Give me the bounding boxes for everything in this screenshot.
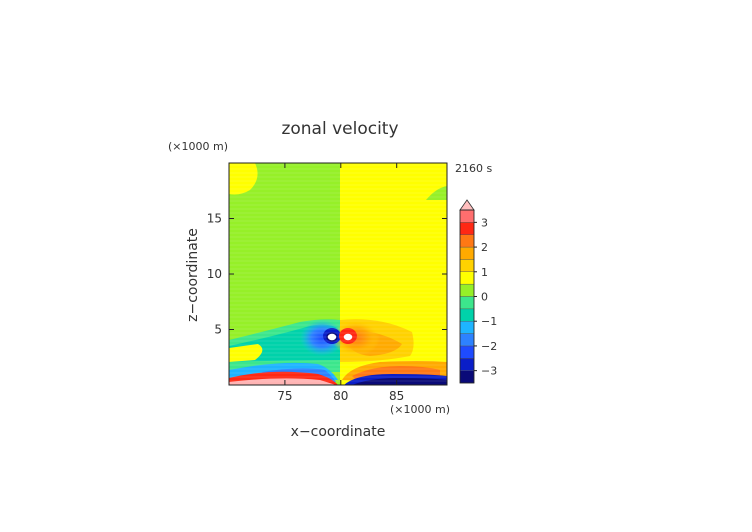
y-axis-label: z−coordinate [185, 228, 201, 322]
chart-title: zonal velocity [281, 119, 398, 139]
colorbar-swatch [459, 321, 475, 334]
y-axis: 5 10 15 [207, 212, 447, 337]
colorbar-swatch [459, 296, 475, 310]
colorbar-swatch [459, 283, 475, 297]
colorbar-swatch [459, 246, 475, 260]
colorbar-tick-label: −3 [481, 365, 497, 378]
colorbar-tick-label: −2 [481, 340, 497, 353]
x-tick-label: 75 [277, 389, 292, 403]
field-left-lowlevel-yellow [229, 344, 263, 362]
colorbar-swatch [459, 358, 475, 371]
y-unit-label: (×1000 m) [168, 140, 228, 153]
field-surface-left-pink [229, 378, 336, 385]
colorbar-tick-label: 3 [481, 216, 488, 229]
colorbar-swatch [459, 271, 475, 285]
colorbar-swatch [459, 333, 475, 347]
time-label: 2160 s [455, 162, 492, 175]
field-surface-right-dark [352, 378, 447, 385]
y-tick-label: 5 [214, 323, 222, 337]
field-upper-right-patch [426, 186, 447, 200]
y-tick-label: 15 [207, 212, 222, 226]
colorbar-tick-label: −1 [481, 315, 497, 328]
heatmap-field [229, 163, 447, 385]
colorbar-extend-arrow [459, 199, 475, 211]
field-striping [229, 164, 447, 382]
colorbar-swatch [459, 259, 475, 272]
y-tick-label: 10 [207, 267, 222, 281]
colorbar-swatch [459, 370, 475, 384]
field-positive-core-inner [342, 332, 354, 342]
x-tick-label: 80 [333, 389, 348, 403]
field-negative-core-inner [326, 332, 338, 342]
colorbar-swatch [459, 222, 475, 235]
colorbar-tick-label: 0 [481, 291, 488, 304]
colorbar-swatch [459, 345, 475, 359]
x-unit-label: (×1000 m) [390, 403, 450, 416]
x-axis-label: x−coordinate [291, 424, 386, 440]
x-tick-label: 85 [389, 389, 404, 403]
colorbar-swatch [459, 234, 475, 248]
colorbar: 3 2 1 0 −1 −2 −3 [459, 199, 497, 384]
x-axis: 75 80 85 [277, 163, 404, 403]
colorbar-tick-label: 2 [481, 241, 488, 254]
field-upper-left-patch [229, 163, 258, 195]
colorbar-tick-label: 1 [481, 266, 488, 279]
colorbar-swatch [459, 308, 475, 322]
colorbar-swatch [459, 209, 475, 223]
